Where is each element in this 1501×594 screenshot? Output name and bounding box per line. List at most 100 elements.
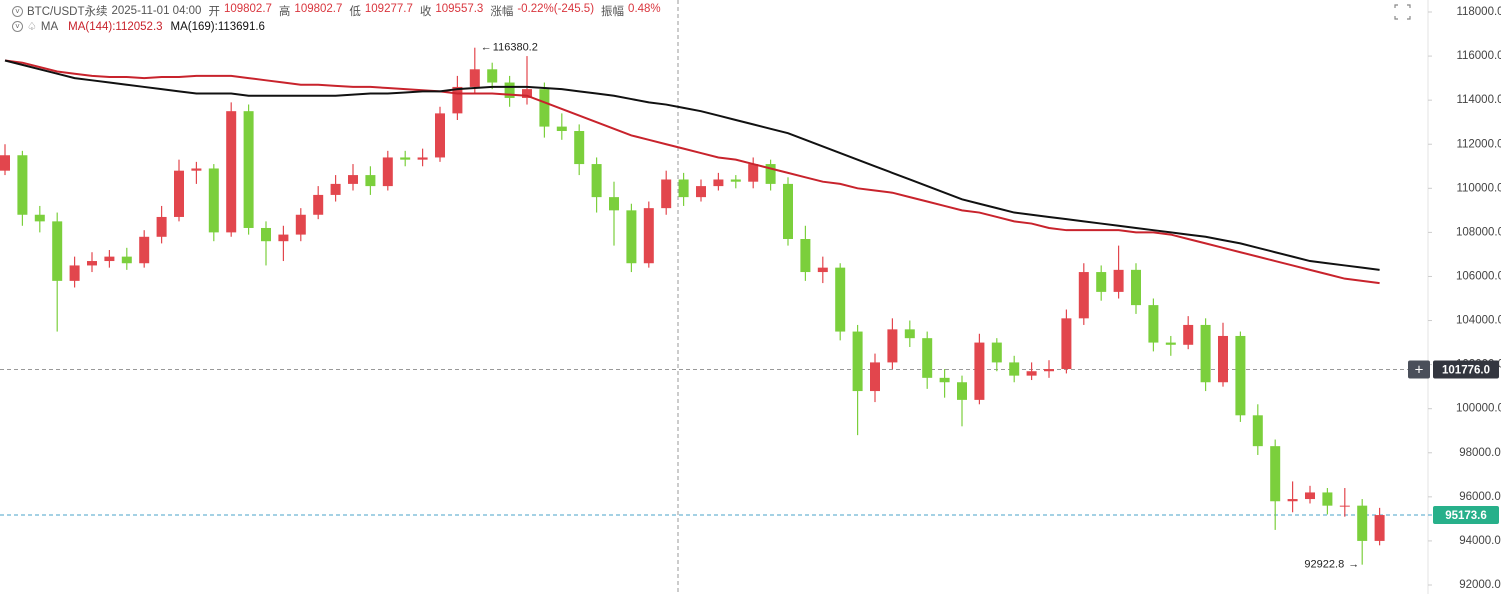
candle-body (991, 342, 1002, 363)
y-tick-label: 106000.0 (1456, 270, 1501, 282)
candle-body (295, 214, 306, 235)
info-value: 109802.7 (294, 3, 343, 15)
ohlc-info: 开 109802.7 高 109802.7 低 109277.7 收 109557.3 涨幅 -0… (208, 3, 663, 19)
candle-body (1183, 324, 1194, 345)
info-value: -0.22%(-245.5) (517, 3, 595, 15)
y-tick-label: 100000.0 (1456, 403, 1501, 415)
candle-body (904, 329, 915, 339)
candle-body (243, 111, 254, 228)
candle-body (1200, 324, 1211, 383)
candle-body (1339, 505, 1350, 507)
candle-body (1218, 335, 1228, 383)
candle-body (87, 261, 97, 266)
min-label: 92922.8 (1304, 559, 1344, 571)
fullscreen-icon[interactable] (1394, 4, 1411, 20)
y-tick-label: 92000.0 (1459, 579, 1501, 591)
candle-body (104, 256, 115, 262)
time: 2025-11-01 04:00 (111, 5, 202, 17)
candle-body (574, 131, 585, 165)
candle-body (817, 267, 828, 273)
candle-body (591, 164, 602, 198)
candle-body (17, 155, 28, 215)
candle-body (713, 179, 724, 187)
y-tick-label: 104000.0 (1456, 315, 1501, 327)
candle-body (887, 329, 898, 363)
candle-body (1287, 499, 1298, 502)
legend-entry: MA(144):112052.3 (68, 20, 163, 33)
candle-body (748, 164, 759, 182)
candle-body (800, 238, 811, 273)
info-bar: ˅ BTC/USDT永续 2025-11-01 04:00 开 109802.7 高… (12, 3, 664, 19)
candle-body (330, 183, 341, 195)
candle-body (69, 265, 80, 281)
candle-body (139, 236, 150, 264)
candle-body (1148, 305, 1159, 343)
candle-body (870, 362, 880, 392)
info-label: 振幅 (601, 6, 625, 18)
ma-line (4, 59, 1380, 271)
arrow: → (1348, 559, 1359, 571)
candle-body (1252, 415, 1263, 447)
candle-body (957, 382, 967, 400)
candle-body (1165, 342, 1176, 345)
candle-body (261, 227, 271, 242)
alert-icon[interactable]: ♤ (27, 21, 37, 33)
candle-body (1322, 492, 1333, 506)
candle-body (348, 175, 358, 184)
y-tick-label: 98000.0 (1459, 447, 1501, 459)
y-tick-label: 116000.0 (1456, 50, 1501, 62)
candle-body (174, 170, 184, 217)
candle-body (1026, 371, 1037, 376)
crosshair-tag (1433, 360, 1499, 379)
legend: MA(144):112052.3 MA(169):113691.6 (68, 21, 265, 33)
candle-body (939, 377, 950, 383)
price-tag (1433, 506, 1499, 525)
candle-body (487, 69, 498, 83)
candle-body (1096, 272, 1107, 292)
info-label: 收 (419, 6, 432, 18)
candle-body (765, 164, 776, 184)
candle-body (400, 157, 411, 160)
candle-body (1270, 446, 1281, 502)
info-label: 低 (349, 6, 361, 18)
candle-body (783, 183, 793, 239)
crosshair-label: 101776.0 (1442, 365, 1490, 377)
candle-body (522, 89, 532, 98)
candle-body (52, 221, 63, 281)
candle-body (852, 331, 863, 392)
y-tick-label: 96000.0 (1459, 491, 1501, 503)
candle-body (191, 168, 202, 171)
candle-body (1305, 492, 1315, 500)
candle-body (417, 157, 428, 160)
candle-body (313, 194, 324, 215)
arrow: ← (481, 42, 492, 54)
y-tick-label: 110000.0 (1456, 182, 1501, 194)
candle-body (730, 179, 741, 182)
collapse-icon[interactable]: ˅ (12, 21, 23, 32)
candle-body (365, 175, 376, 187)
candle-body (504, 82, 515, 98)
candle-body (835, 267, 846, 332)
info-value: 109802.7 (223, 3, 272, 15)
plus: + (1415, 362, 1424, 379)
info-value: 109277.7 (364, 3, 413, 15)
indicator-bar: ˅ ♤ MA MA(144):112052.3 MA(169):113691.6 (12, 20, 265, 33)
candle-body (1374, 515, 1385, 541)
candle-body (382, 157, 393, 187)
candle-body (1078, 272, 1089, 319)
indicator: MA (40, 20, 59, 33)
info-label: 涨幅 (490, 6, 514, 18)
candle-body (696, 186, 706, 198)
candle-body (1009, 362, 1020, 376)
candle-body (922, 338, 933, 378)
candle-body (121, 256, 132, 264)
info-value: 0.48% (628, 3, 661, 15)
candle-body (1044, 369, 1054, 372)
candle-body (539, 89, 550, 127)
max-label: 116380.2 (493, 42, 538, 54)
collapse-icon[interactable]: ˅ (12, 5, 23, 17)
candle-body (1113, 269, 1124, 292)
candle-body (556, 126, 567, 132)
candle-body (678, 179, 689, 198)
